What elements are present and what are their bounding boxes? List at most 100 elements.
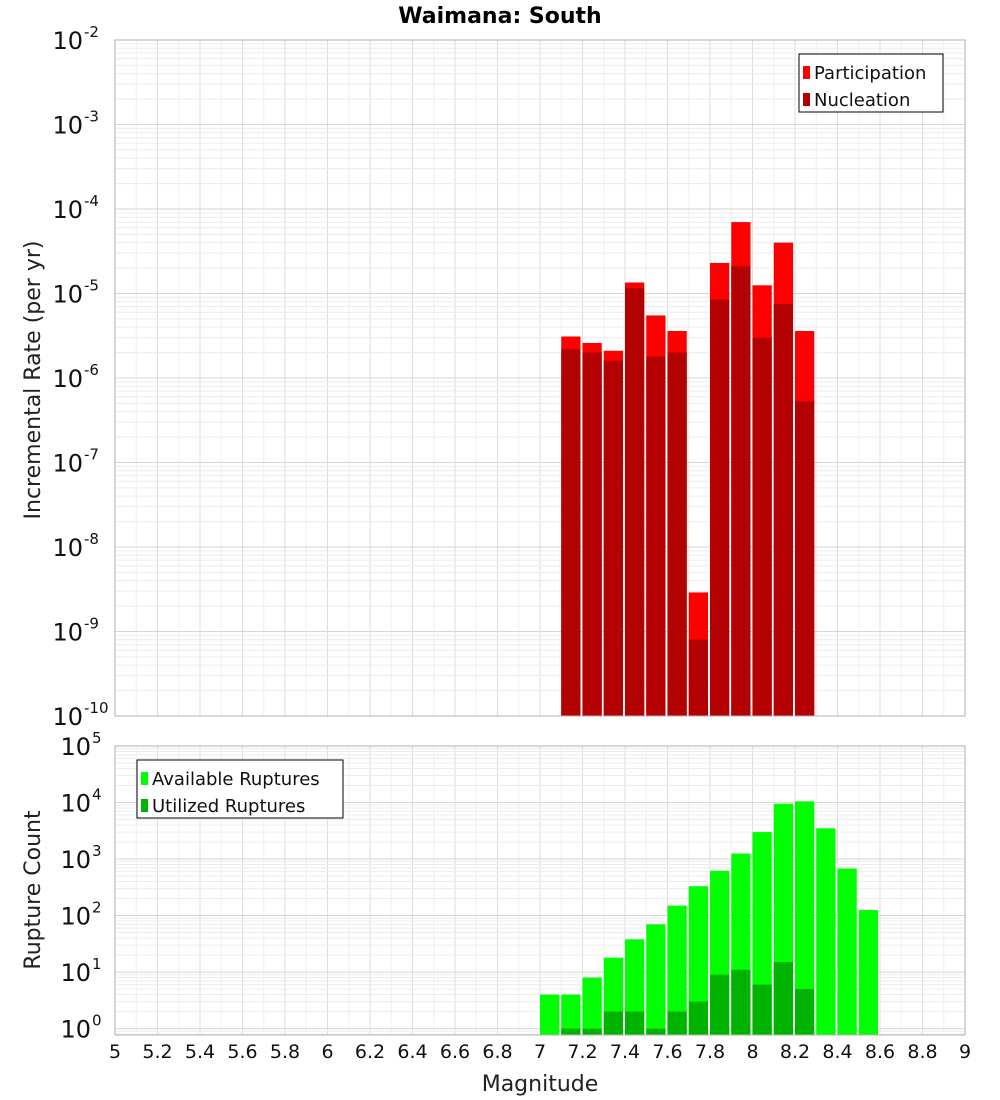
y-tick-label: 10: [52, 365, 83, 393]
bar-nucleation: [582, 352, 602, 716]
bar-available-ruptures: [816, 828, 836, 1035]
bar-available-ruptures: [625, 939, 645, 1035]
x-tick-label: 5.4: [185, 1041, 215, 1063]
bar-available-ruptures: [837, 868, 857, 1035]
legend-label: Participation: [814, 63, 926, 84]
y-tick-exponent: 5: [92, 729, 102, 747]
bar-nucleation: [752, 337, 772, 716]
bar-utilized-ruptures: [688, 1001, 708, 1035]
x-tick-label: 6.6: [440, 1041, 470, 1063]
y-tick-exponent: -7: [84, 446, 99, 464]
y-tick-label: 10: [52, 27, 83, 55]
bottom-panel: 10 010 110 210 310 410 55 5.2 5.4 5.6 5.8 6 6.2 6.4 6.…: [60, 729, 971, 1063]
x-tick-label: 7.8: [695, 1041, 725, 1063]
legend-swatch: [803, 66, 810, 79]
y-tick-label: 10: [52, 281, 83, 309]
y-tick-label: 10: [52, 619, 83, 647]
y-tick-exponent: 1: [92, 955, 102, 973]
y-tick-label: 10: [52, 196, 83, 224]
chart-title: Waimana: South: [398, 4, 601, 29]
bar-nucleation: [731, 266, 751, 716]
legend-swatch: [141, 799, 148, 812]
y-tick-exponent: 4: [92, 786, 102, 804]
x-tick-label: 7.2: [567, 1041, 597, 1063]
bar-nucleation: [625, 288, 645, 716]
y-tick-exponent: -2: [84, 23, 99, 41]
y-tick-exponent: -4: [84, 192, 99, 210]
bar-utilized-ruptures: [752, 984, 772, 1035]
x-tick-label: 9: [959, 1041, 971, 1063]
y-tick-exponent: -3: [84, 108, 99, 126]
bar-utilized-ruptures: [646, 1028, 666, 1035]
bar-available-ruptures: [646, 924, 666, 1035]
x-tick-label: 8.6: [865, 1041, 895, 1063]
bar-available-ruptures: [688, 886, 708, 1035]
bar-utilized-ruptures: [625, 1011, 645, 1035]
legend-swatch: [141, 772, 148, 785]
y-tick-label: 10: [52, 534, 83, 562]
bar-utilized-ruptures: [603, 1011, 623, 1035]
bar-nucleation: [603, 360, 623, 716]
y-tick-label: 10: [60, 959, 91, 987]
y-tick-label: 10: [52, 703, 83, 731]
x-tick-label: 7: [534, 1041, 546, 1063]
x-tick-label: 6: [321, 1041, 333, 1063]
bar-available-ruptures: [858, 910, 878, 1035]
bar-utilized-ruptures: [582, 1028, 602, 1035]
bar-utilized-ruptures: [561, 1028, 581, 1035]
x-tick-label: 8.4: [822, 1041, 852, 1063]
bar-utilized-ruptures: [773, 962, 793, 1035]
bar-nucleation: [688, 639, 708, 716]
legend-box: [798, 53, 944, 113]
bar-utilized-ruptures: [731, 969, 751, 1035]
x-tick-label: 6.2: [355, 1041, 385, 1063]
y-tick-exponent: -8: [84, 530, 99, 548]
x-tick-label: 7.6: [652, 1041, 682, 1063]
y-tick-exponent: -5: [84, 277, 99, 295]
y-tick-exponent: -10: [84, 699, 109, 717]
bar-nucleation: [667, 352, 687, 716]
bar-available-ruptures: [795, 801, 815, 1035]
bar-utilized-ruptures: [667, 1011, 687, 1035]
bar-nucleation: [773, 304, 793, 716]
y-tick-label: 10: [60, 790, 91, 818]
bar-available-ruptures: [752, 832, 772, 1035]
y-tick-label: 10: [52, 112, 83, 140]
bottom-y-axis-label: Rupture Count: [21, 810, 46, 970]
x-tick-label: 8: [746, 1041, 758, 1063]
x-tick-label: 8.2: [780, 1041, 810, 1063]
bar-nucleation: [561, 349, 581, 716]
y-tick-label: 10: [60, 846, 91, 874]
y-tick-exponent: 0: [92, 1012, 102, 1030]
y-tick-exponent: 3: [92, 842, 102, 860]
bar-nucleation: [646, 356, 666, 716]
y-tick-label: 10: [52, 450, 83, 478]
top-y-axis-label: Incremental Rate (per yr): [21, 241, 46, 520]
bar-available-ruptures: [561, 994, 581, 1035]
y-tick-exponent: -9: [84, 615, 99, 633]
y-tick-label: 10: [60, 733, 91, 761]
y-tick-label: 10: [60, 1016, 91, 1044]
x-tick-label: 5.8: [270, 1041, 300, 1063]
legend-label: Nucleation: [814, 90, 910, 111]
x-tick-label: 7.4: [610, 1041, 640, 1063]
plot-frame: [114, 39, 966, 717]
bar-available-ruptures: [582, 977, 602, 1035]
x-tick-label: 5.2: [142, 1041, 172, 1063]
legend-swatch: [803, 93, 810, 106]
x-tick-label: 6.4: [397, 1041, 427, 1063]
x-axis-label: Magnitude: [482, 1072, 599, 1097]
y-tick-exponent: 2: [92, 899, 102, 917]
bar-utilized-ruptures: [710, 974, 730, 1035]
y-tick-label: 10: [60, 903, 91, 931]
x-tick-label: 8.8: [907, 1041, 937, 1063]
bar-available-ruptures: [667, 905, 687, 1035]
y-tick-exponent: -6: [84, 361, 99, 379]
legend-label: Available Ruptures: [152, 769, 320, 790]
plot-frame: [114, 745, 966, 1036]
x-tick-label: 5.6: [227, 1041, 257, 1063]
x-tick-label: 5: [109, 1041, 121, 1063]
x-tick-label: 6.8: [482, 1041, 512, 1063]
